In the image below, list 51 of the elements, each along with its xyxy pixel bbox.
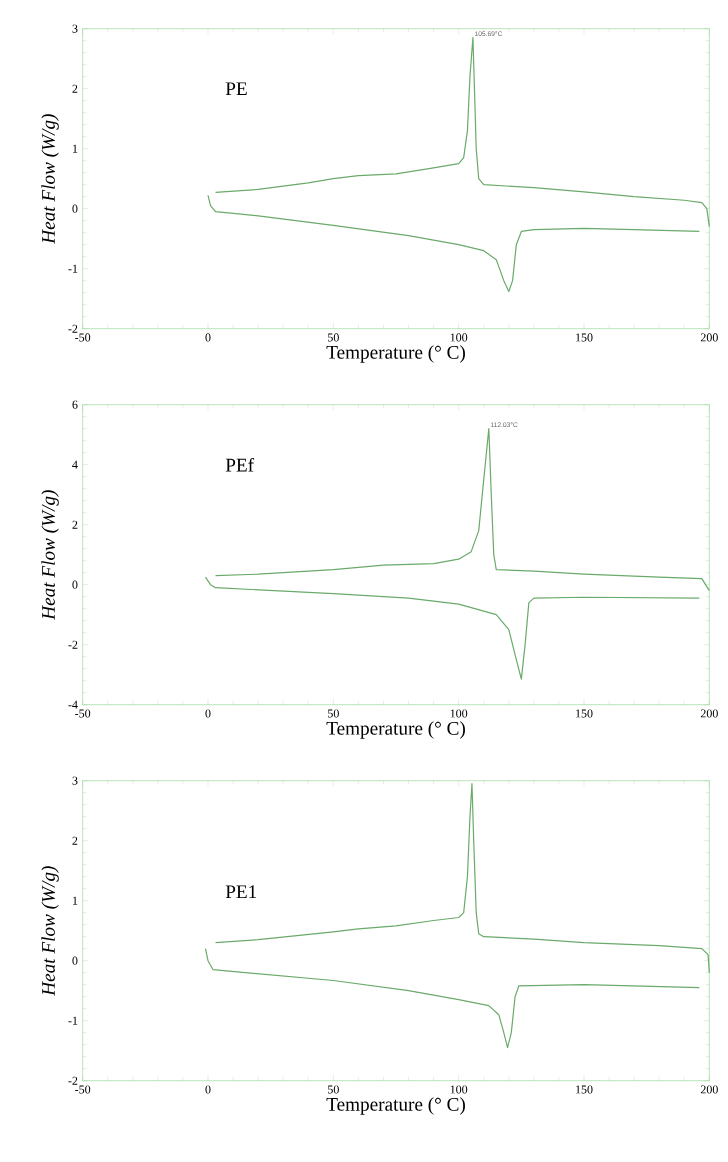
y-tick-label: 2	[72, 836, 78, 845]
x-tick-label: 0	[205, 1085, 211, 1094]
y-tick-label: 0	[72, 580, 78, 589]
y-tick-label: -2	[68, 1076, 78, 1085]
x-tick-label: 150	[576, 333, 593, 342]
x-tick-label: 200	[700, 333, 718, 342]
annotation: PE1	[225, 885, 257, 899]
y-tick-label: 3	[72, 776, 78, 785]
annotation: PE	[225, 82, 247, 95]
annotation: PEf	[225, 457, 255, 472]
y-tick-label: 0	[72, 956, 78, 965]
x-tick-label: 150	[576, 1085, 593, 1094]
x-tick-label: 50	[328, 709, 339, 718]
y-tick-label: -2	[68, 640, 78, 649]
line-series	[214, 428, 710, 592]
x-tick-label: 100	[450, 709, 468, 718]
line-series	[204, 576, 700, 680]
y-tick-label: 1	[73, 896, 78, 905]
x-axis-title: Temperature (° C)	[326, 1097, 465, 1115]
x-axis-title: Temperature (° C)	[326, 345, 465, 363]
x-tick-label: 150	[576, 709, 593, 718]
y-tick-label: -1	[68, 1016, 78, 1025]
x-tick-label: 50	[328, 1085, 339, 1094]
x-tick-label: 50	[328, 333, 339, 342]
line-series	[204, 948, 700, 1049]
x-tick-label: -50	[75, 333, 91, 342]
x-tick-label: 0	[205, 333, 211, 342]
x-tick-label: 200	[700, 709, 718, 718]
x-axis-title: Temperature (° C)	[326, 721, 465, 739]
y-tick-label: 0	[72, 204, 78, 213]
y-tick-label: -4	[68, 700, 78, 709]
y-tick-label: -2	[68, 324, 78, 333]
line-series	[214, 783, 710, 974]
x-tick-label: -50	[75, 709, 91, 718]
y-tick-label: 2	[72, 84, 78, 93]
x-tick-label: 100	[450, 1085, 468, 1094]
x-tick-label: 200	[700, 1085, 718, 1094]
y-tick-label: 3	[72, 24, 78, 33]
y-tick-label: 2	[72, 520, 78, 529]
y-tick-label: -1	[68, 264, 78, 273]
line-series	[214, 37, 710, 228]
y-axis-title: Heat Flow (W/g)	[41, 114, 59, 244]
x-tick-label: -50	[75, 1085, 91, 1094]
y-tick-label: 4	[72, 460, 78, 469]
y-axis-title: Heat Flow (W/g)	[41, 490, 59, 620]
y-tick-label: 6	[72, 400, 78, 409]
x-tick-label: 100	[450, 333, 468, 342]
y-tick-label: 1	[73, 144, 78, 153]
line-series	[207, 194, 700, 293]
x-tick-label: 0	[205, 709, 211, 718]
y-axis-title: Heat Flow (W/g)	[41, 866, 59, 996]
